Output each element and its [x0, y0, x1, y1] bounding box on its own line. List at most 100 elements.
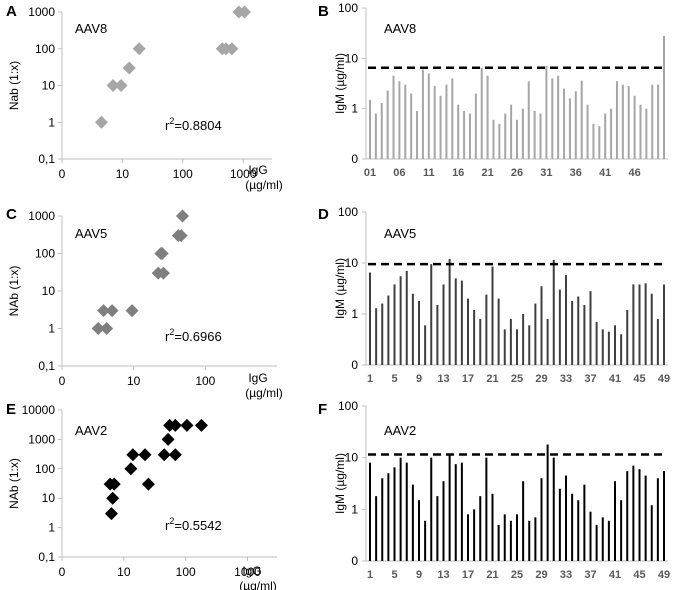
x-axis-label-line2: (µg/ml) — [245, 386, 283, 400]
y-tick-label: 100 — [35, 247, 55, 261]
data-point-diamond — [225, 42, 239, 56]
x-tick-label: 10 — [116, 167, 130, 181]
r-squared-value: =0.6966 — [174, 329, 221, 344]
y-axis-label: IgM (µg/ml) — [333, 453, 347, 514]
x-tick-label: 13 — [437, 569, 449, 581]
x-tick-label: 33 — [560, 569, 572, 581]
x-tick-label: 9 — [416, 569, 422, 581]
y-tick-label: 10 — [345, 451, 359, 465]
data-point-diamond — [180, 418, 194, 432]
x-tick-label: 1 — [367, 569, 373, 581]
x-tick-label: 45 — [633, 373, 645, 385]
panel-letter: B — [318, 3, 329, 20]
r-squared-value: =0.8804 — [174, 118, 221, 133]
y-axis-label: Nab (1:x) — [7, 61, 21, 110]
data-point-diamond — [237, 5, 251, 19]
y-tick-label: 1 — [48, 115, 55, 129]
x-tick-label: 37 — [584, 373, 596, 385]
x-axis-label-line2: (µg/ml) — [239, 579, 277, 590]
x-tick-label: 1000 — [234, 565, 261, 579]
y-tick-label: 1 — [351, 307, 358, 321]
x-tick-label: 46 — [628, 167, 640, 179]
x-tick-label: 41 — [609, 373, 621, 385]
data-point-diamond — [174, 229, 188, 243]
x-tick-label: 01 — [364, 167, 376, 179]
r-squared-letter: r — [165, 329, 170, 344]
panel-a-scatter: A AAV8 0,1 1 10 100 1000 0 10 100 1000 Nab (1:x) IgG… — [6, 3, 283, 192]
y-axis-label: IgM (µg/ml) — [333, 258, 347, 319]
x-tick-label: 37 — [584, 569, 596, 581]
y-tick-label: 0,1 — [38, 550, 55, 564]
y-tick-label: 10 — [345, 256, 359, 270]
r-squared-letter: r — [165, 518, 170, 533]
data-point-diamond — [106, 491, 120, 505]
y-tick-label: 1 — [351, 502, 358, 516]
r-squared-superscript: 2 — [169, 516, 174, 526]
data-point-diamond — [157, 448, 171, 462]
x-tick-label: 45 — [633, 569, 645, 581]
panel-letter: A — [6, 3, 17, 20]
data-point-diamond — [105, 304, 119, 318]
y-tick-label: 1 — [48, 521, 55, 535]
y-axis-label: NAb (1:x) — [7, 266, 21, 317]
x-tick-label: 41 — [599, 167, 611, 179]
x-tick-label: 41 — [609, 569, 621, 581]
x-tick-label: 0 — [59, 167, 66, 181]
y-tick-label: 10 — [42, 491, 56, 505]
x-tick-label: 13 — [437, 373, 449, 385]
x-tick-label: 1 — [367, 373, 373, 385]
data-point-diamond — [100, 322, 114, 335]
data-point-diamond — [175, 209, 189, 223]
r-squared-superscript: 2 — [169, 116, 174, 126]
x-tick-label: 100 — [173, 167, 193, 181]
data-point-diamond — [122, 61, 136, 75]
panel-letter: F — [318, 401, 327, 418]
y-tick-label: 10 — [42, 79, 56, 93]
y-axis-label: NAb (1:x) — [7, 458, 21, 509]
data-point-diamond — [126, 448, 140, 462]
y-tick-label: 0,1 — [38, 152, 55, 166]
data-point-diamond — [114, 79, 128, 92]
panel-e-scatter: E AAV2 0,1 1 10 100 1000 10000 0 10 100 1000 NAb (1:… — [6, 401, 277, 590]
data-point-diamond — [132, 42, 146, 56]
x-tick-label: 9 — [416, 373, 422, 385]
y-tick-label: 1000 — [28, 5, 55, 19]
data-point-diamond — [107, 477, 121, 491]
y-tick-label: 10 — [345, 51, 359, 65]
r-squared-annotation: r2=0.6966 — [165, 327, 222, 344]
r-squared-superscript: 2 — [169, 327, 174, 337]
data-point-diamond — [97, 304, 111, 318]
data-point-diamond — [168, 448, 182, 462]
panel-title: AAV2 — [75, 423, 107, 438]
data-point-diamond — [138, 448, 152, 462]
panel-title: AAV2 — [384, 423, 416, 438]
y-tick-label: 0 — [351, 358, 358, 372]
x-axis-label-line1: IgG — [248, 163, 267, 177]
y-tick-label: 1000 — [28, 209, 55, 223]
y-tick-label: 0,1 — [38, 359, 55, 373]
x-tick-label: 33 — [560, 373, 572, 385]
data-point-diamond — [94, 115, 108, 129]
x-tick-label: 1000 — [230, 167, 257, 181]
x-tick-label: 26 — [511, 167, 523, 179]
panel-title: AAV5 — [384, 226, 416, 241]
data-point-diamond — [161, 432, 175, 446]
panel-title: AAV5 — [75, 226, 107, 241]
x-tick-label: 0 — [59, 565, 66, 579]
panel-letter: D — [318, 206, 329, 223]
y-tick-label: 0 — [351, 554, 358, 568]
data-point-diamond — [106, 79, 120, 92]
y-axis-label: IgM (µg/ml) — [333, 53, 347, 114]
y-tick-label: 1 — [48, 322, 55, 336]
r-squared-letter: r — [165, 118, 170, 133]
x-axis-label-line2: (µg/ml) — [245, 178, 283, 192]
x-tick-label: 16 — [452, 167, 464, 179]
data-point-diamond — [125, 304, 139, 318]
x-tick-label: 49 — [658, 373, 670, 385]
x-tick-label: 10 — [117, 565, 131, 579]
y-tick-label: 100 — [338, 1, 358, 15]
